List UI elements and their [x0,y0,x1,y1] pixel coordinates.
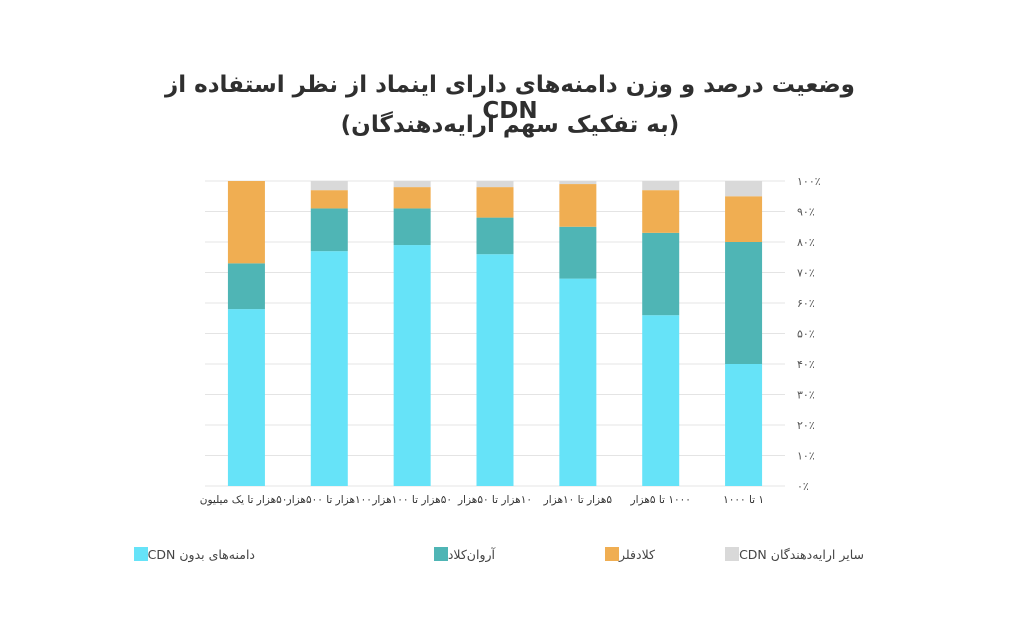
legend-swatch [133,547,148,561]
y-tick-label: ۷۰٪ [797,267,815,280]
bar-segment [725,181,763,197]
y-tick-label: ۴۰٪ [797,358,815,371]
legend-item: آروان‌کلاد [428,543,495,565]
bar-segment [476,187,514,218]
chart-legend: دامنه‌های بدون CDN آروان‌کلاد کلادفلر سایر … [0,543,1024,567]
y-tick-label: ۹۰٪ [797,206,815,219]
bar-segment [559,226,597,279]
x-tick-label: ۱۰هزار تا ۵۰هزار [457,494,532,506]
bar-segment [393,181,431,188]
bar-segment [559,278,597,486]
bar-segment [476,217,514,255]
y-tick-label: ۰٪ [797,480,809,493]
x-tick-label: ۵۰۰هزار تا یک میلیون [200,494,293,506]
legend-swatch [433,547,448,561]
y-tick-label: ۱۰۰٪ [797,175,821,188]
chart-title-line-2: (به تفکیک سهم ارایه‌دهندگان) [340,112,680,138]
bar-segment [642,181,680,191]
x-tick-label: ۱۰۰هزار تا ۵۰۰هزار [286,494,372,506]
bar-segment [725,196,763,242]
y-tick-label: ۸۰٪ [797,236,815,249]
legend-label: کلادفلر [619,546,655,562]
bar-segment [393,208,431,246]
legend-item: دامنه‌های بدون CDN [128,543,255,565]
x-tick-label: ۵هزار تا ۱۰هزار [543,494,613,506]
x-tick-label: ۱ تا ۱۰۰۰ [723,494,764,506]
bar-segment [725,242,763,364]
bar-segment [227,309,265,486]
bar-segment [310,181,348,191]
bar-segment [642,190,680,233]
bar-segment [310,208,348,252]
bar-segment [310,251,348,486]
bar-segment [393,245,431,486]
bar-segment [476,181,514,188]
bar-segment [642,232,680,316]
legend-label: دامنه‌های بدون CDN [147,546,255,562]
legend-label: سایر ارایه‌دهندگان CDN [739,546,864,562]
bar-segment [393,187,431,209]
legend-swatch [605,547,619,561]
bar-segment [227,181,265,264]
bar-segment [476,254,514,486]
y-tick-label: ۶۰٪ [797,297,815,310]
bar-segment [725,364,763,486]
y-tick-label: ۳۰٪ [797,389,815,402]
y-tick-label: ۲۰٪ [797,419,815,432]
legend-label: آروان‌کلاد [447,546,495,562]
x-tick-label: ۱۰۰۰ تا ۵هزار [630,494,691,506]
bar-segment [310,190,348,209]
x-tick-label: ۵۰هزار تا ۱۰۰هزار [371,494,452,506]
legend-swatch [725,547,740,561]
bar-segment [559,184,597,227]
bar-segment [642,315,680,486]
bar-segment [227,263,265,310]
chart-title-line-1: وضعیت درصد و وزن دامنه‌های دارای اینماد … [165,72,855,124]
y-tick-label: ۵۰٪ [797,328,815,341]
bar-segment [559,181,597,185]
legend-item: سایر ارایه‌دهندگان CDN [719,543,864,565]
legend-item: کلادفلر [599,543,655,565]
y-tick-label: ۱۰٪ [797,450,815,463]
